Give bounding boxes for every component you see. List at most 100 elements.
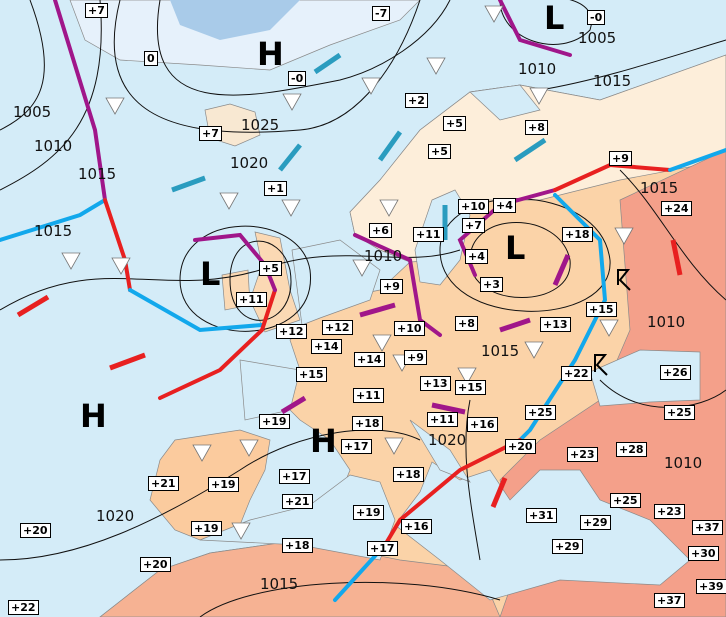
temp-label: +5: [259, 261, 282, 276]
temp-label: +17: [341, 439, 372, 454]
temp-label: +11: [413, 227, 444, 242]
temp-label: +12: [276, 324, 307, 339]
temp-label: +31: [526, 508, 557, 523]
isobar-label: 1015: [593, 72, 632, 90]
temp-label: +7: [85, 3, 108, 18]
temp-label: +9: [404, 350, 427, 365]
isobar-label: 1005: [13, 103, 52, 121]
low-pressure-center: L: [544, 0, 565, 37]
temp-label: +26: [660, 365, 691, 380]
temp-label: +18: [352, 416, 383, 431]
temp-label: +39: [696, 579, 726, 594]
temp-label: +13: [420, 376, 451, 391]
temp-label: +37: [654, 593, 685, 608]
temp-label: +8: [455, 316, 478, 331]
isobar-label: 1020: [230, 154, 269, 172]
isobar-label: 1010: [364, 247, 403, 265]
thunderstorm-icon: [594, 354, 608, 376]
temp-label: +5: [443, 116, 466, 131]
temp-label: +13: [540, 317, 571, 332]
temp-label: +11: [353, 388, 384, 403]
wind-arrow-icon: [552, 254, 571, 286]
temp-label: +23: [567, 447, 598, 462]
temp-label: +10: [394, 321, 425, 336]
wind-arrow-icon: [359, 302, 396, 318]
temp-label: +29: [552, 539, 583, 554]
temp-label: +18: [282, 538, 313, 553]
isobar-label: 1015: [260, 575, 299, 593]
high-pressure-center: H: [257, 35, 284, 73]
isobar-label: 1015: [78, 165, 117, 183]
temp-label: +22: [561, 366, 592, 381]
wind-arrow-icon: [670, 239, 683, 276]
temp-label: +37: [692, 520, 723, 535]
temp-label: +5: [428, 144, 451, 159]
temp-label: +2: [405, 93, 428, 108]
temp-label: +14: [354, 352, 385, 367]
isobar-label: 1010: [664, 454, 703, 472]
temp-label: -0: [587, 10, 606, 25]
temp-label: +9: [380, 279, 403, 294]
warm-front: [158, 288, 277, 400]
wind-arrow-icon: [313, 52, 342, 75]
occluded-front: [498, 0, 572, 57]
temp-label: +19: [353, 505, 384, 520]
icons: [594, 269, 631, 376]
temp-label: +24: [661, 201, 692, 216]
isobar-label: 1015: [34, 222, 73, 240]
isobar-label: 1015: [640, 179, 679, 197]
isobar-label: 1010: [518, 60, 557, 78]
wind-arrow-icon: [431, 402, 466, 415]
occluded-front: [193, 232, 277, 292]
temp-label: +20: [505, 439, 536, 454]
wind-arrow-icon: [280, 395, 307, 415]
temp-label: +15: [296, 367, 327, 382]
cold-front: [128, 288, 264, 333]
cold-front: [668, 148, 726, 172]
wind-arrow-icon: [16, 294, 50, 318]
isobar-label: 1010: [647, 313, 686, 331]
adriatic: [409, 419, 471, 483]
temp-label: +8: [525, 120, 548, 135]
temp-label: +28: [616, 442, 647, 457]
temp-label: +22: [8, 600, 39, 615]
temp-label: +7: [462, 218, 485, 233]
isobar-label: 1025: [241, 116, 280, 134]
cloud-symbols: [61, 5, 634, 540]
occluded-front: [53, 0, 107, 202]
high-pressure-center: H: [310, 422, 337, 460]
temp-label: +11: [236, 292, 267, 307]
wind-arrow-icon: [171, 175, 206, 193]
temp-label: +19: [191, 521, 222, 536]
wind-arrow-icon: [377, 130, 403, 162]
temp-label: +25: [610, 493, 641, 508]
isobar-label: 1005: [578, 29, 617, 47]
temp-label: +19: [208, 477, 239, 492]
temp-label: +4: [465, 249, 488, 264]
temp-label: +16: [467, 417, 498, 432]
temp-label: +16: [401, 519, 432, 534]
temp-label: +7: [199, 126, 222, 141]
temp-label: +20: [20, 523, 51, 538]
temp-label: +30: [688, 546, 719, 561]
temp-label: +21: [282, 494, 313, 509]
warm-front: [383, 438, 522, 547]
temp-label: +20: [140, 557, 171, 572]
high-pressure-center: H: [80, 397, 107, 435]
black-sea: [589, 349, 701, 407]
temp-label: +12: [322, 320, 353, 335]
wind-arrow-icon: [278, 143, 302, 172]
wind-arrows: [16, 52, 683, 508]
temp-label: +18: [393, 467, 424, 482]
low-pressure-center: L: [200, 255, 221, 293]
isobar-label: 1020: [428, 431, 467, 449]
cold-front: [0, 198, 107, 242]
occluded-front: [353, 233, 442, 337]
temp-label: +15: [586, 302, 617, 317]
low-pressure-center: L: [505, 229, 526, 267]
west-mediterranean: [199, 474, 396, 561]
temp-label: +29: [580, 515, 611, 530]
temp-label: +1: [264, 181, 287, 196]
temp-label: +23: [654, 504, 685, 519]
